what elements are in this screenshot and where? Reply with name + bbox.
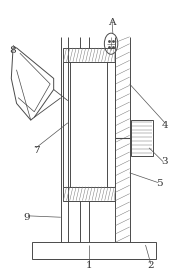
Bar (32, 242, 156, 259)
Text: A: A (108, 18, 116, 27)
Text: 1: 1 (86, 261, 92, 270)
Text: 4: 4 (162, 121, 168, 130)
Text: 9: 9 (24, 213, 30, 222)
Text: 8: 8 (10, 46, 16, 55)
Bar (131, 120, 153, 156)
Text: 5: 5 (156, 179, 163, 188)
Bar (62, 48, 116, 62)
Bar (62, 187, 116, 201)
Text: 2: 2 (148, 261, 154, 270)
Text: 3: 3 (162, 157, 168, 166)
Text: 7: 7 (33, 146, 39, 155)
